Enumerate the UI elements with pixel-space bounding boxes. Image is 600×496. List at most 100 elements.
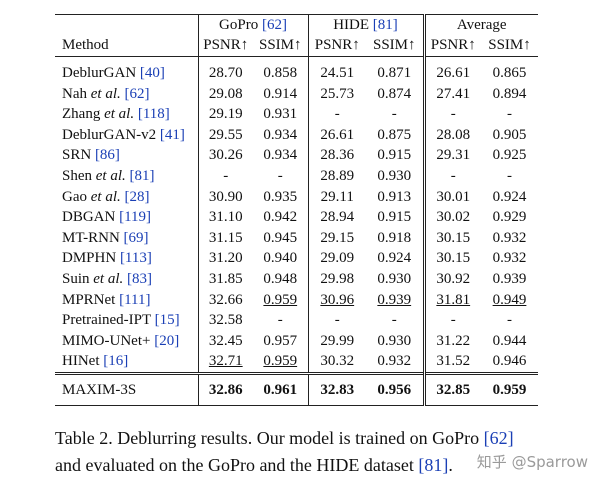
table-row: Nah et al. [62] 29.08 0.914 25.73 0.874 27.41… (55, 83, 538, 105)
value: 30.26 (208, 147, 243, 164)
method-cell: MAXIM-3S (55, 372, 198, 407)
value: 0.871 (377, 64, 412, 81)
table-row: SRN [86] 30.26 0.934 28.36 0.915 29.31 0.925 (55, 145, 538, 167)
value-cell: 29.31 (422, 145, 481, 167)
table-row: DBGAN [119] 31.10 0.942 28.94 0.915 30.02 0.92… (55, 207, 538, 228)
caption-text: . (448, 455, 453, 475)
value-cell: 0.946 (481, 352, 538, 374)
value: 31.81 (436, 291, 471, 308)
citation: [86] (94, 147, 120, 164)
value-cell: 0.934 (253, 125, 308, 146)
citation: [62] (483, 428, 514, 448)
value: 0.913 (377, 188, 412, 205)
value: 32.86 (208, 381, 243, 398)
header-row: Method PSNR↑ SSIM↑ PSNR↑ SSIM↑ PSNR↑ SSIM↑ (55, 35, 538, 57)
value-cell: 0.924 (366, 249, 424, 270)
value-cell: 30.01 (422, 186, 481, 208)
value-cell: 31.10 (197, 207, 253, 228)
value-cell: 0.959 (253, 352, 308, 374)
value: - (507, 312, 512, 329)
value: 24.51 (320, 64, 355, 81)
value-cell: 0.930 (366, 166, 424, 187)
value: 32.58 (208, 312, 243, 329)
value-cell: 0.945 (253, 228, 308, 249)
group-name: HIDE (333, 16, 370, 33)
value: 30.01 (436, 188, 471, 205)
value: - (507, 167, 512, 184)
table-row: Zhang et al. [118] 29.19 0.931 - - - - (55, 104, 538, 125)
value: 29.11 (320, 188, 354, 205)
value-cell: 32.83 (307, 372, 366, 407)
value-cell: 31.20 (197, 248, 253, 270)
value: 0.944 (492, 332, 527, 349)
value: - (334, 312, 340, 329)
value: 0.959 (263, 291, 298, 308)
value-cell: - (366, 104, 424, 125)
value: 0.875 (377, 126, 412, 143)
value-cell: 28.36 (307, 145, 366, 167)
value: 29.99 (320, 332, 355, 349)
value-cell: 32.45 (197, 330, 253, 352)
citation: [81] (418, 455, 449, 475)
citation: [81] (372, 16, 398, 33)
method-cell: HINet [16] (55, 352, 198, 374)
value: - (334, 106, 340, 123)
group-header: Average (422, 13, 538, 36)
value-cell: 0.915 (366, 207, 424, 228)
value: 0.924 (492, 188, 527, 205)
value-cell: 0.940 (253, 249, 308, 270)
value-cell: 0.918 (366, 228, 424, 249)
et-al: et al. (90, 188, 121, 205)
value-cell: 0.914 (253, 84, 308, 105)
value-cell: 30.96 (307, 289, 366, 311)
method-cell: MPRNet [111] (55, 290, 198, 311)
value: 31.15 (208, 229, 243, 246)
citation: [40] (139, 64, 165, 81)
value: 30.92 (436, 270, 471, 287)
table-body: GoPro [62] HIDE [81] Average Method PSNR↑ SSI… (55, 13, 538, 407)
value-cell: - (366, 310, 424, 331)
value-cell: 30.02 (422, 207, 481, 228)
value: 25.73 (320, 85, 355, 102)
method-cell: MT-RNN [69] (55, 228, 198, 249)
value-cell: 0.930 (366, 331, 424, 352)
value: 30.32 (320, 353, 355, 370)
method-name: Suin (62, 270, 90, 287)
value: 0.935 (263, 188, 298, 205)
value: 26.61 (436, 64, 471, 81)
value: 0.925 (492, 147, 527, 164)
table-row: Gao et al. [28] 30.90 0.935 29.11 0.913 30.01… (55, 186, 538, 208)
value-cell: 0.871 (366, 56, 424, 84)
value: 0.956 (377, 381, 412, 398)
value: 0.939 (492, 270, 527, 287)
method-name: DeblurGAN (62, 64, 137, 81)
value: - (277, 312, 283, 329)
value-cell: 31.22 (422, 330, 481, 352)
value: 0.959 (492, 381, 527, 398)
value: 0.930 (377, 167, 412, 184)
method-cell: DeblurGAN-v2 [41] (55, 125, 198, 146)
method-cell: Suin et al. [83] (55, 269, 198, 290)
value: 27.41 (436, 85, 471, 102)
value: 29.31 (436, 147, 471, 164)
value-cell: 28.08 (422, 124, 481, 146)
value: - (450, 167, 456, 184)
value-cell: 0.934 (253, 146, 308, 167)
value: 0.894 (492, 85, 527, 102)
value: 30.15 (436, 229, 471, 246)
value: 0.929 (492, 209, 527, 226)
value-cell: 0.942 (253, 207, 308, 228)
value-cell: 29.09 (307, 248, 366, 270)
citation: [20] (154, 332, 180, 349)
method-cell: DeblurGAN [40] (55, 56, 198, 84)
method-name: Gao (62, 188, 87, 205)
citation: [113] (119, 250, 152, 267)
caption-line: Table 2. Deblurring results. Our model i… (55, 425, 514, 452)
value-cell: 0.915 (366, 146, 424, 167)
value-cell: 0.961 (253, 372, 308, 407)
value: 0.874 (377, 85, 412, 102)
value: 29.19 (208, 106, 243, 123)
method-cell: DMPHN [113] (55, 249, 198, 270)
value: 32.71 (208, 353, 243, 370)
group-header: HIDE [81] (307, 13, 424, 36)
